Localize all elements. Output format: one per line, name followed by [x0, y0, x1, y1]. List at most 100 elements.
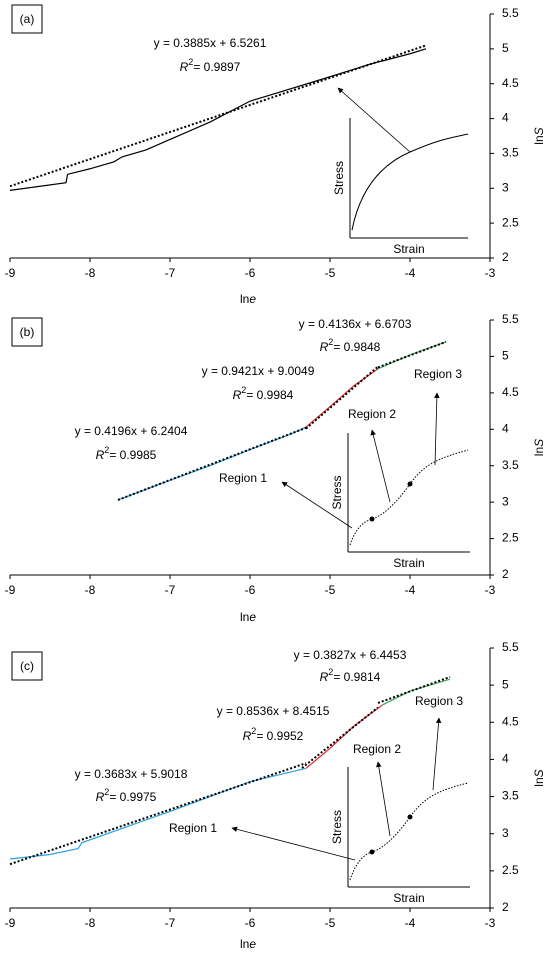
panel-label-box — [11, 317, 43, 347]
region-label: Region 1 — [219, 471, 267, 485]
x-tick-label: -7 — [165, 266, 176, 280]
inset-point — [369, 516, 375, 522]
x-tick-label: -5 — [325, 583, 336, 597]
arrow — [281, 481, 353, 529]
r2-symbol: R — [96, 448, 105, 462]
x-tick-label: -5 — [325, 916, 336, 930]
y-tick-label: 4 — [502, 752, 509, 766]
region-label: Region 1 — [169, 821, 217, 835]
y-tick-label: 4.5 — [502, 385, 519, 399]
y-tick-label: 3.5 — [502, 146, 519, 160]
r2-power: 2 — [241, 385, 246, 395]
y-tick-label: 3 — [502, 826, 509, 840]
y-tick-label: 3 — [502, 494, 509, 508]
data-line — [377, 341, 447, 370]
data-line — [117, 426, 307, 501]
data-line — [9, 762, 307, 866]
r2-power: 2 — [104, 445, 109, 455]
y-title-part: ln — [532, 447, 546, 456]
inset-curve — [349, 782, 469, 881]
y-title-part: S — [532, 439, 546, 447]
panel-label-box — [11, 4, 43, 34]
r2-value: = 0.9814 — [333, 670, 380, 684]
data-line — [301, 706, 379, 769]
y-title-part: S — [532, 127, 546, 135]
data-line — [9, 44, 427, 188]
x-title-part: ln — [240, 610, 249, 624]
panel-label-box — [11, 651, 43, 681]
x-tick-label: -6 — [245, 916, 256, 930]
data-line — [377, 340, 447, 369]
x-tick-label: -4 — [405, 583, 416, 597]
arrow — [376, 761, 391, 837]
r-squared: R2= 0.9985 — [96, 445, 157, 462]
x-tick-label: -9 — [5, 583, 16, 597]
fit-equation: y = 0.3683x + 5.9018 — [75, 767, 188, 781]
region-label: Region 3 — [414, 367, 462, 381]
y-tick-label: 4.5 — [502, 714, 519, 728]
x-tick-label: -8 — [85, 583, 96, 597]
x-tick-label: -3 — [485, 266, 496, 280]
y-tick-label: 2.5 — [502, 531, 519, 545]
r-squared: R2= 0.9848 — [320, 337, 381, 354]
x-tick-label: -3 — [485, 583, 496, 597]
r2-symbol: R — [320, 670, 329, 684]
x-axis-title: lne — [240, 937, 256, 951]
r2-value: = 0.9975 — [109, 790, 156, 804]
y-axis-title: lnS — [532, 439, 546, 456]
inset-point — [369, 849, 375, 855]
x-title-part: e — [249, 610, 256, 624]
fit-equation: y = 0.9421x + 9.0049 — [202, 364, 315, 378]
x-tick-label: -7 — [165, 916, 176, 930]
x-tick-label: -8 — [85, 916, 96, 930]
x-axis-title: lne — [240, 610, 256, 624]
x-title-part: e — [249, 292, 256, 306]
r2-power: 2 — [104, 787, 109, 797]
r2-power: 2 — [251, 726, 256, 736]
region-label: Region 2 — [348, 407, 396, 421]
region-label: Region 2 — [353, 742, 401, 756]
fit-equation: y = 0.8536x + 8.4515 — [217, 704, 330, 718]
y-tick-label: 2.5 — [502, 863, 519, 877]
y-tick-label: 3.5 — [502, 458, 519, 472]
y-title-part: ln — [532, 777, 546, 786]
panel-label: (c) — [20, 659, 34, 673]
r2-value: = 0.9985 — [109, 448, 156, 462]
x-tick-label: -3 — [485, 916, 496, 930]
x-tick-label: -9 — [5, 916, 16, 930]
data-line — [305, 368, 379, 428]
y-tick-label: 2 — [502, 900, 509, 914]
arrow — [370, 429, 391, 503]
r2-power: 2 — [328, 337, 333, 347]
inset-curve — [349, 449, 469, 546]
y-axis-title: lnS — [532, 769, 546, 786]
x-tick-label: -6 — [245, 583, 256, 597]
r-squared: R2= 0.9984 — [233, 385, 294, 402]
inset-point — [407, 481, 413, 487]
data-line — [381, 678, 451, 706]
fit-equation: y = 0.3827x + 6.4453 — [294, 648, 407, 662]
y-tick-label: 2 — [502, 567, 509, 581]
r-squared: R2= 0.9897 — [180, 57, 241, 74]
panel-label: (a) — [20, 12, 35, 26]
y-tick-label: 4 — [502, 111, 509, 125]
r2-symbol: R — [243, 729, 252, 743]
r2-value: = 0.9952 — [256, 729, 303, 743]
inset-y-label: Stress — [330, 475, 344, 509]
y-tick-label: 3.5 — [502, 789, 519, 803]
x-tick-label: -4 — [405, 266, 416, 280]
x-tick-label: -4 — [405, 916, 416, 930]
x-tick-label: -8 — [85, 266, 96, 280]
x-tick-label: -6 — [245, 266, 256, 280]
r-squared: R2= 0.9814 — [320, 667, 381, 684]
r2-symbol: R — [320, 340, 329, 354]
y-tick-label: 2.5 — [502, 215, 519, 229]
inset-x-label: Strain — [393, 556, 424, 570]
inset-y-label: Stress — [332, 161, 346, 195]
data-line — [9, 48, 427, 191]
y-tick-label: 4 — [502, 421, 509, 435]
inset-x-label: Strain — [393, 891, 424, 905]
x-title-part: ln — [240, 937, 249, 951]
x-title-part: e — [249, 937, 256, 951]
